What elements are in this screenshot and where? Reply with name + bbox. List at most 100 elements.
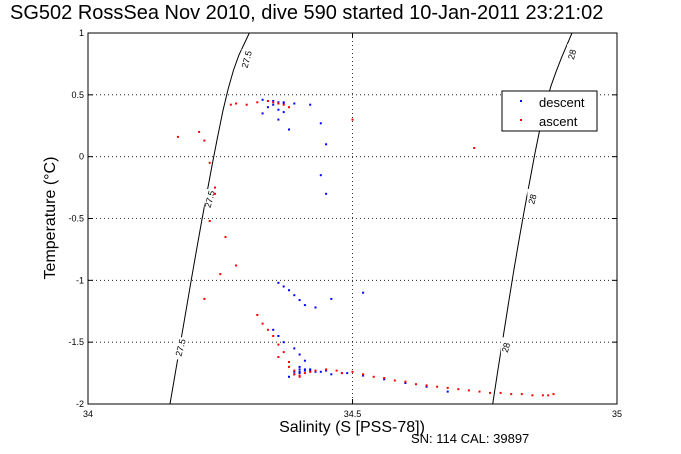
descent-point — [282, 101, 285, 104]
x-axis-label: Salinity (S [PSS-78]) — [279, 419, 425, 436]
ascent-point — [314, 369, 317, 372]
descent-point — [277, 101, 280, 104]
isopycnal-lines: 27.5 27.5 27.5 28 28 28 — [169, 32, 578, 405]
descent-point — [309, 369, 312, 372]
ascent-point — [404, 380, 407, 383]
descent-point — [298, 299, 301, 302]
ascent-point — [425, 384, 428, 387]
ascent-point — [214, 186, 216, 189]
descent-point — [303, 369, 306, 372]
descent-point — [298, 368, 301, 371]
descent-point — [319, 370, 322, 373]
ascent-point — [272, 335, 275, 337]
legend-marker-ascent — [520, 119, 522, 121]
ascent-point — [208, 220, 211, 222]
ascent-point — [288, 365, 290, 368]
descent-point — [298, 365, 301, 368]
descent-point — [325, 192, 328, 195]
legend-label-ascent: ascent — [539, 114, 578, 129]
isopycnal-label: 27.5 — [174, 338, 188, 358]
ascent-point — [235, 102, 238, 105]
ascent-point — [203, 139, 206, 142]
x-tick-label: 35 — [612, 409, 622, 419]
descent-point — [309, 103, 312, 106]
descent-point — [272, 328, 275, 331]
ascent-point — [277, 356, 280, 358]
descent-point — [362, 374, 365, 377]
descent-point — [346, 372, 349, 375]
legend-box — [501, 90, 598, 132]
descent-point — [277, 335, 280, 337]
isopycnal-label-bg — [500, 337, 511, 360]
descent-point — [319, 122, 322, 125]
descent-point — [319, 174, 322, 177]
ascent-point — [340, 372, 343, 375]
descent-point — [404, 382, 407, 384]
legend: descent ascent — [501, 90, 598, 132]
ascent-point — [176, 135, 179, 138]
ascent-point — [224, 236, 227, 238]
y-tick-label: -2 — [76, 399, 84, 409]
descent-point — [298, 370, 301, 373]
ascent-point — [293, 373, 296, 376]
ascent-point — [303, 372, 306, 375]
y-tick-label: 0.5 — [71, 90, 84, 100]
descent-point — [303, 368, 306, 371]
ascent-point — [293, 369, 296, 372]
ascent-point — [547, 394, 550, 397]
ascent-point — [256, 101, 259, 104]
isopycnal-label: 27.5 — [240, 50, 254, 70]
isopycnal-label-bg — [567, 44, 578, 67]
legend-label-descent: descent — [539, 95, 585, 110]
ascent-point — [351, 370, 354, 373]
ascent-point — [499, 391, 502, 394]
descent-point — [293, 347, 296, 350]
serial-calibration-text: SN: 114 CAL: 39897 — [411, 431, 530, 446]
descent-point — [282, 111, 285, 114]
isopycnal-label-bg — [241, 49, 252, 72]
ascent-point — [282, 103, 285, 106]
descent-point — [330, 373, 333, 376]
y-axis-label: Temperature (°C) — [42, 157, 59, 280]
descent-point — [314, 306, 317, 309]
ascent-point — [372, 375, 375, 378]
descent-point — [266, 106, 269, 109]
y-tick-label: 1 — [79, 28, 84, 38]
ascent-point — [288, 361, 290, 363]
ascent-point — [219, 273, 222, 276]
y-tick-label: -0.5 — [68, 214, 84, 224]
data-points — [176, 98, 555, 397]
ascent-point — [510, 393, 513, 396]
chart-title: SG502 RossSea Nov 2010, dive 590 started… — [10, 2, 604, 24]
descent-point — [303, 359, 306, 362]
descent-point — [325, 369, 328, 372]
ascent-point — [383, 377, 386, 379]
descent-point — [282, 285, 285, 288]
ascent-point — [415, 383, 417, 386]
ascent-point — [351, 118, 354, 121]
ascent-point — [298, 375, 301, 378]
descent-point — [293, 370, 296, 373]
descent-point — [288, 375, 290, 378]
isopycnal-label-bg — [204, 188, 215, 211]
axis-ticks: 34 34.5 35 -2 -1.5 -1 -0.5 0 0.5 1 — [68, 28, 622, 419]
descent-point — [261, 98, 264, 101]
ascent-point — [266, 100, 269, 102]
ascent-point — [325, 368, 328, 371]
ascent-point — [436, 385, 439, 388]
ascent-point — [393, 379, 396, 382]
descent-point — [362, 291, 365, 294]
ascent-point — [256, 314, 259, 316]
x-tick-label: 34.5 — [344, 409, 362, 419]
descent-point — [272, 100, 275, 102]
descent-point — [330, 297, 333, 300]
ascent-point — [261, 322, 264, 325]
x-tick-label: 34 — [83, 409, 93, 419]
descent-point — [298, 372, 301, 375]
ascent-point — [266, 328, 269, 331]
descent-point — [277, 108, 280, 111]
descent-point — [383, 378, 386, 381]
descent-point — [282, 341, 285, 344]
isopycnal-label-bg — [527, 188, 538, 211]
